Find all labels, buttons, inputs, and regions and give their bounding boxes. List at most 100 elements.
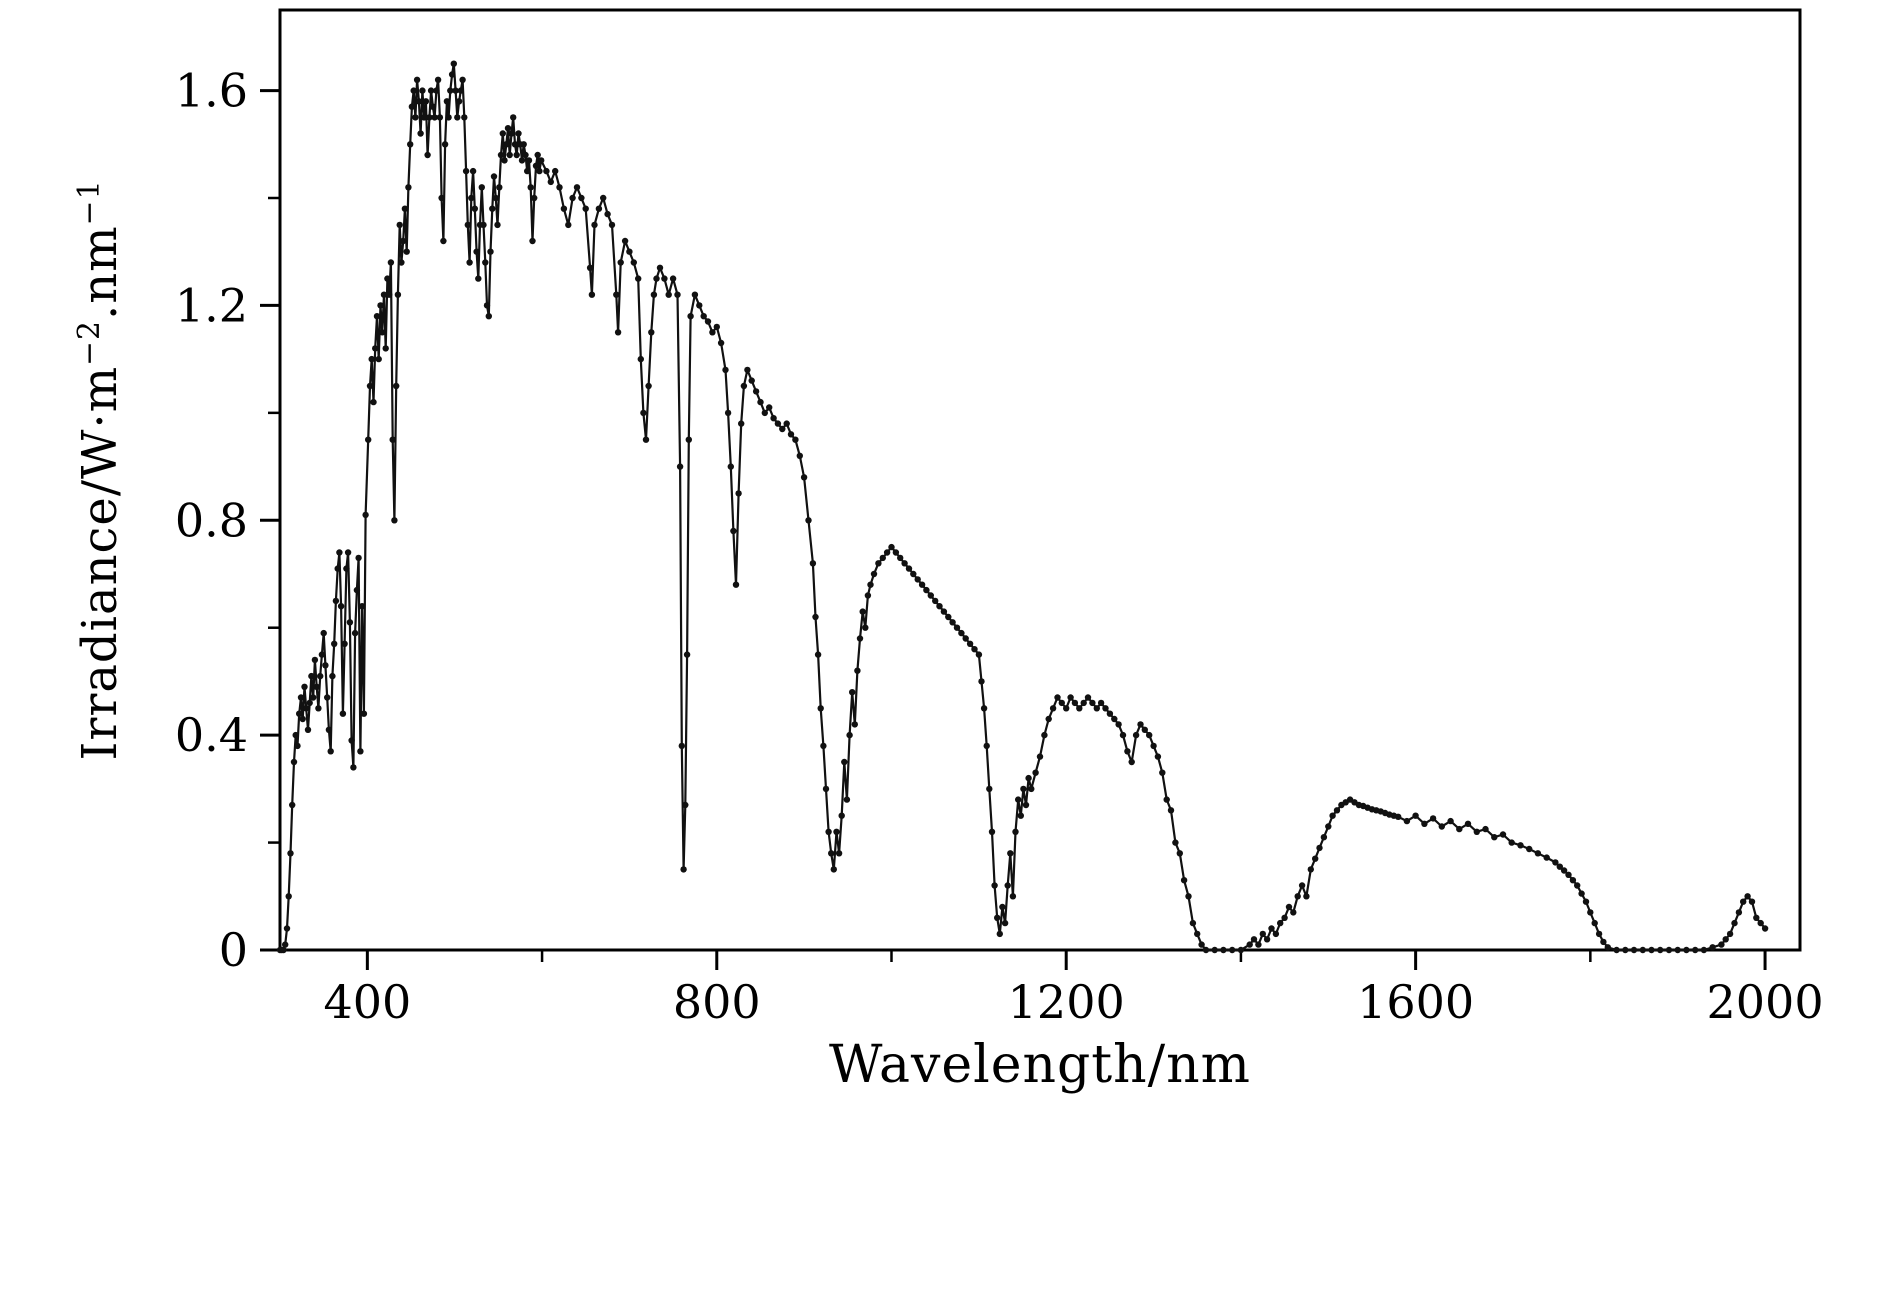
data-point-marker: [812, 613, 819, 621]
data-point-marker: [1102, 705, 1109, 712]
data-point-marker: [1482, 825, 1489, 833]
data-point-marker: [796, 452, 803, 459]
data-point-marker: [315, 705, 322, 712]
data-point-marker: [825, 828, 832, 835]
data-point-marker: [504, 125, 512, 132]
data-point-marker: [1639, 946, 1647, 954]
data-point-marker: [461, 114, 468, 121]
data-point-marker: [1753, 914, 1760, 921]
data-point-marker: [522, 151, 529, 159]
data-point-marker: [901, 560, 908, 567]
data-point-marker: [413, 76, 421, 84]
data-point-marker: [814, 651, 822, 658]
data-point-marker: [1320, 834, 1328, 841]
data-point-marker: [419, 87, 426, 94]
data-point-marker: [1137, 721, 1144, 728]
data-point-marker: [294, 742, 301, 750]
data-point-marker: [996, 930, 1003, 938]
data-point-marker: [883, 549, 891, 556]
data-point-marker: [1748, 898, 1756, 905]
data-point-marker: [501, 157, 508, 164]
data-point-marker: [448, 71, 456, 78]
data-point-marker: [1272, 930, 1280, 938]
data-point-marker: [1255, 941, 1262, 948]
y-tick-label: 0: [219, 923, 248, 977]
data-point-marker: [373, 313, 381, 320]
data-point-marker: [565, 221, 572, 229]
data-point-marker: [761, 409, 768, 417]
data-point-marker: [980, 705, 988, 712]
data-point-marker: [713, 323, 720, 331]
data-point-marker: [365, 436, 372, 443]
data-point-marker: [494, 221, 501, 229]
data-point-marker: [1128, 758, 1135, 766]
data-point-marker: [366, 382, 374, 390]
data-point-marker: [640, 409, 647, 417]
data-point-marker: [1268, 925, 1275, 932]
data-point-marker: [1250, 936, 1258, 943]
data-point-marker: [452, 87, 459, 94]
data-point-marker: [503, 141, 510, 148]
data-point-marker: [722, 366, 729, 374]
data-point-marker: [642, 436, 650, 443]
data-point-marker: [543, 167, 550, 175]
data-point-marker: [337, 603, 345, 610]
data-point-marker: [991, 882, 998, 889]
data-point-marker: [1421, 820, 1428, 827]
data-point-marker: [552, 167, 559, 175]
data-point-marker: [626, 248, 633, 255]
data-point-marker: [289, 801, 296, 809]
data-point-marker: [1194, 930, 1201, 938]
data-point-marker: [1412, 812, 1419, 819]
data-point-marker: [441, 141, 449, 148]
data-point-marker: [1202, 946, 1210, 954]
data-point-marker: [1119, 731, 1127, 739]
data-point-marker: [391, 517, 398, 524]
data-point-marker: [966, 640, 974, 647]
data-point-marker: [748, 377, 755, 384]
data-point-marker: [520, 141, 527, 148]
data-point-marker: [1333, 807, 1341, 814]
data-point-marker: [870, 570, 878, 578]
data-point-marker: [384, 275, 391, 282]
data-point-marker: [492, 194, 499, 202]
data-point-marker: [661, 275, 668, 282]
data-point-marker: [280, 946, 287, 954]
data-point-marker: [727, 463, 734, 470]
data-point-marker: [485, 313, 492, 320]
data-point-marker: [805, 517, 812, 524]
data-point-marker: [1017, 812, 1024, 819]
data-point-marker: [988, 828, 996, 835]
data-point-marker: [1395, 813, 1402, 820]
data-point-marker: [1277, 919, 1284, 927]
data-point-marker: [1154, 753, 1162, 760]
data-point-marker: [1032, 769, 1039, 776]
data-point-marker: [490, 173, 498, 180]
data-point-marker: [709, 329, 716, 336]
data-series: [276, 60, 1769, 954]
data-point-marker: [320, 629, 327, 637]
data-point-marker: [1080, 699, 1087, 707]
x-axis-label: Wavelength/nm: [829, 1035, 1251, 1095]
data-point-marker: [440, 237, 447, 245]
data-point-marker: [1648, 946, 1655, 954]
data-point-marker: [1683, 946, 1690, 954]
data-point-marker: [454, 114, 461, 121]
data-point-marker: [350, 764, 357, 771]
data-point-marker: [303, 705, 310, 712]
data-point-marker: [310, 694, 317, 701]
data-point-marker: [508, 130, 515, 137]
data-point-marker: [1180, 877, 1188, 884]
data-point-marker: [1491, 834, 1498, 841]
data-point-marker: [499, 130, 506, 137]
data-point-marker: [422, 98, 430, 105]
data-point-marker: [457, 87, 464, 94]
data-point-marker: [475, 275, 482, 282]
data-point-marker: [914, 576, 921, 583]
data-point-marker: [770, 415, 777, 422]
data-point-marker: [732, 581, 740, 588]
data-point-marker: [524, 167, 531, 175]
data-point-marker: [283, 925, 291, 932]
data-point-marker: [1565, 871, 1572, 878]
data-point-marker: [1054, 694, 1061, 701]
